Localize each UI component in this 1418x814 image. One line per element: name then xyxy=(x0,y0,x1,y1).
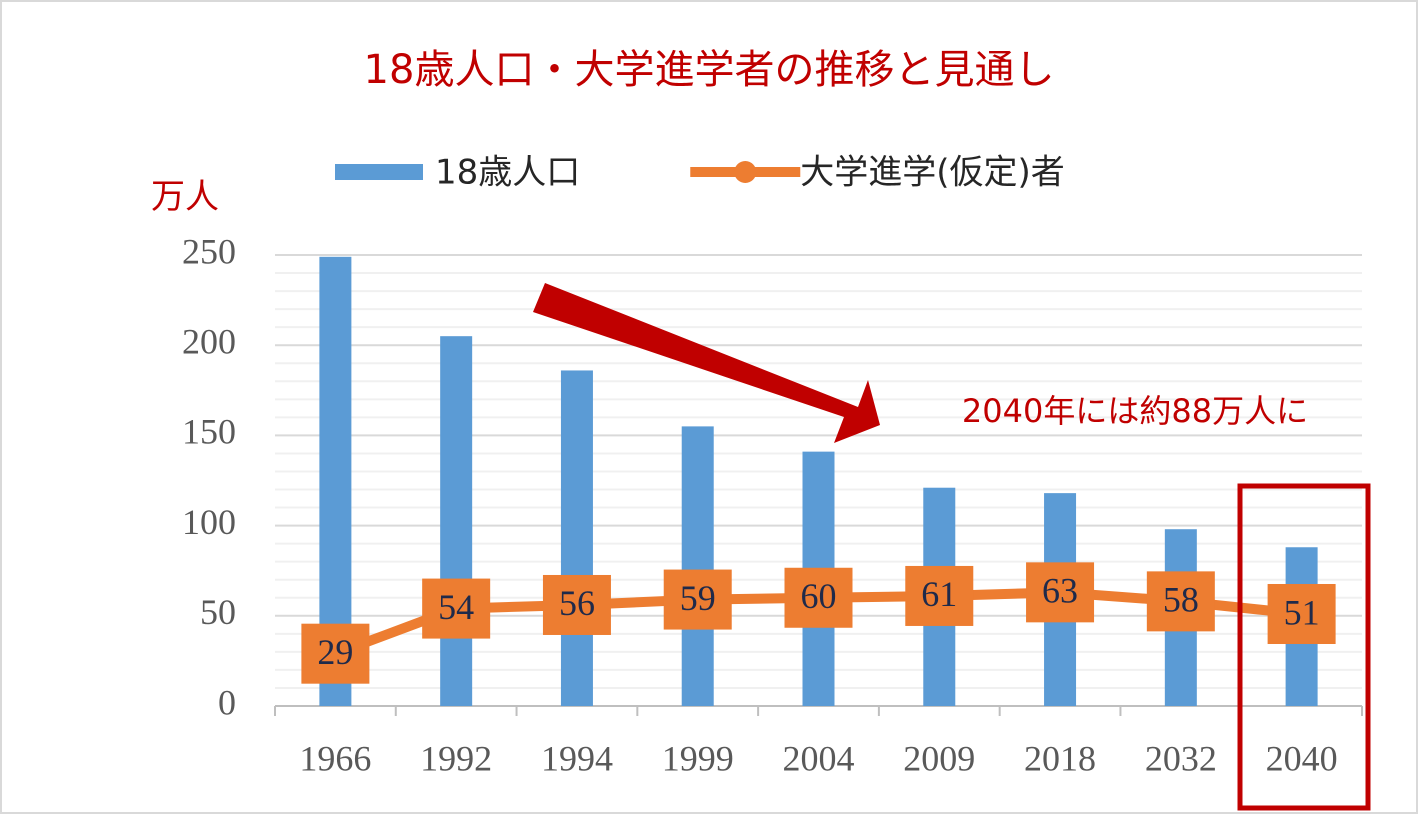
highlight-box xyxy=(1237,483,1371,811)
x-tick-label: 2009 xyxy=(903,738,975,778)
line-marker xyxy=(542,574,611,635)
data-label: 54 xyxy=(438,587,474,627)
line-marker xyxy=(663,569,732,630)
data-label: 60 xyxy=(801,576,837,616)
x-tick-label: 1966 xyxy=(299,738,371,778)
legend-label: 18歳人口 xyxy=(435,153,580,193)
legend-label: 大学進学(仮定)者 xyxy=(800,153,1065,193)
x-tick-label: 2018 xyxy=(1024,738,1096,778)
y-tick-label: 0 xyxy=(218,682,236,722)
data-label: 51 xyxy=(1284,592,1320,632)
annotation: 2040年には約88万人に xyxy=(962,392,1308,430)
data-label: 63 xyxy=(1042,571,1078,611)
y-tick-label: 200 xyxy=(182,321,236,361)
x-tick-label: 1999 xyxy=(662,738,734,778)
chart-title: 18歳人口・大学進学者の推移と見通し xyxy=(364,47,1055,93)
line-marker xyxy=(422,578,491,639)
data-label: 58 xyxy=(1163,580,1199,620)
data-label: 56 xyxy=(559,583,595,623)
line-marker xyxy=(1267,583,1336,644)
y-tick-label: 100 xyxy=(182,502,236,542)
line-marker xyxy=(1026,562,1095,623)
bar xyxy=(560,370,593,706)
y-tick-label: 250 xyxy=(182,231,236,271)
x-tick-label: 1994 xyxy=(541,738,613,778)
trend-arrow xyxy=(533,283,880,443)
x-tick-label: 1992 xyxy=(420,738,492,778)
x-tick-label: 2040 xyxy=(1266,738,1338,778)
bar xyxy=(681,426,714,706)
line-marker xyxy=(905,565,974,626)
y-tick-label: 50 xyxy=(200,592,236,632)
y-axis-label: 万人 xyxy=(151,179,219,216)
line-marker xyxy=(1146,571,1215,632)
data-label: 61 xyxy=(921,574,957,614)
legend-swatch xyxy=(335,164,423,180)
bar xyxy=(440,336,473,706)
line-marker xyxy=(301,623,370,684)
x-tick-label: 2032 xyxy=(1145,738,1217,778)
data-label: 59 xyxy=(680,578,716,618)
line-marker xyxy=(784,567,853,628)
legend-swatch-marker xyxy=(734,161,757,183)
y-tick-label: 150 xyxy=(182,412,236,452)
x-tick-label: 2004 xyxy=(783,738,855,778)
data-label: 29 xyxy=(317,632,353,672)
